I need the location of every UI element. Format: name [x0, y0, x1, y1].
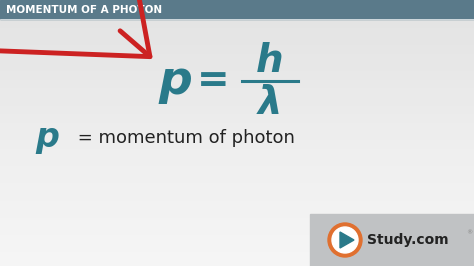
Circle shape — [328, 223, 362, 257]
Text: ®: ® — [466, 231, 472, 235]
Polygon shape — [340, 232, 354, 248]
Circle shape — [332, 227, 358, 253]
Text: =: = — [197, 62, 229, 100]
Text: p: p — [35, 122, 59, 155]
Text: Study.com: Study.com — [367, 233, 448, 247]
Bar — [310, 214, 474, 266]
Text: p: p — [158, 59, 192, 103]
Bar — [0, 0, 474, 19]
Text: h: h — [256, 42, 284, 80]
Text: λ: λ — [258, 84, 283, 122]
Text: MOMENTUM OF A PHOTON: MOMENTUM OF A PHOTON — [6, 5, 162, 15]
Text: = momentum of photon: = momentum of photon — [72, 129, 295, 147]
